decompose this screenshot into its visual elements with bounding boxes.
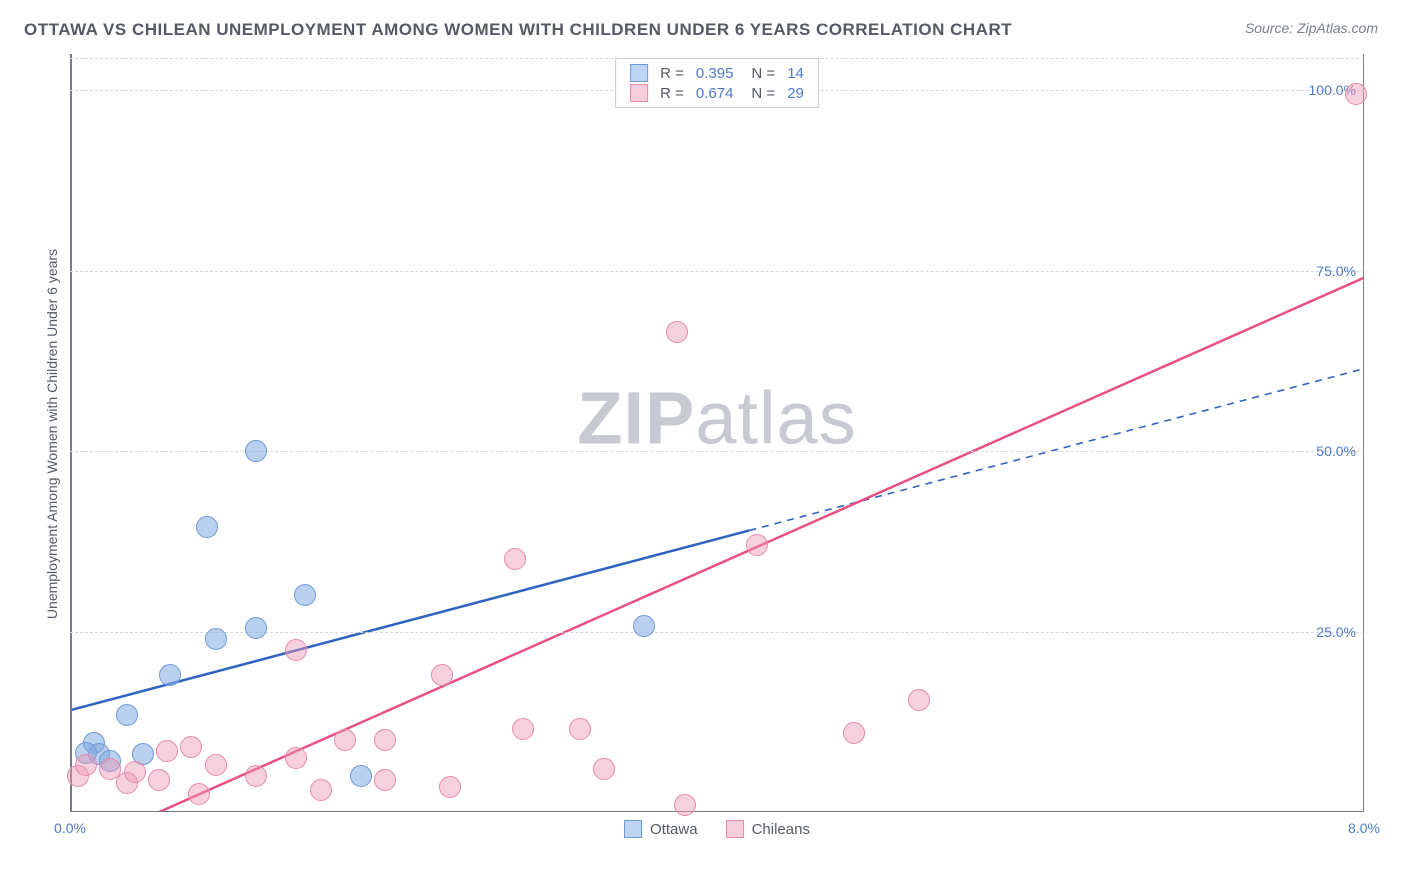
chart-title: OTTAWA VS CHILEAN UNEMPLOYMENT AMONG WOM… [24,20,1012,40]
x-axis-line [70,811,1364,813]
source-label: Source: ZipAtlas.com [1245,20,1378,36]
y-tick-label: 50.0% [1316,443,1356,459]
data-point [666,321,688,343]
data-point [1345,83,1367,105]
chart-area: Unemployment Among Women with Children U… [52,54,1380,834]
correlation-row-chileans: R = 0.674 N = 29 [630,83,804,103]
data-point [512,718,534,740]
y-axis-label: Unemployment Among Women with Children U… [44,249,60,619]
trend-line [749,364,1364,530]
series-legend: Ottawa Chileans [624,820,810,838]
stat-key-n: N = [751,85,775,102]
data-point [285,639,307,661]
stat-r-chileans: 0.674 [696,85,734,102]
data-point [245,440,267,462]
correlation-row-ottawa: R = 0.395 N = 14 [630,63,804,83]
watermark-atlas: atlas [695,376,856,459]
stat-key-r: R = [660,65,684,82]
plot-region: ZIPatlas R = 0.395 N = 14 R = [70,54,1364,812]
source-name: ZipAtlas.com [1297,20,1378,36]
x-tick-label: 8.0% [1348,820,1380,836]
chart-container: OTTAWA VS CHILEAN UNEMPLOYMENT AMONG WOM… [0,0,1406,892]
legend-swatch-ottawa [624,820,642,838]
data-point [180,736,202,758]
data-point [148,769,170,791]
data-point [350,765,372,787]
watermark: ZIPatlas [577,375,856,460]
stat-key-r: R = [660,85,684,102]
y-axis-line [70,54,72,812]
data-point [746,534,768,556]
trend-overlay [70,54,1364,812]
data-point [633,615,655,637]
data-point [439,776,461,798]
legend-label-chileans: Chileans [752,821,810,838]
data-point [431,664,453,686]
title-row: OTTAWA VS CHILEAN UNEMPLOYMENT AMONG WOM… [0,0,1406,40]
legend-swatch-chileans [726,820,744,838]
data-point [205,628,227,650]
data-point [159,664,181,686]
stat-n-ottawa: 14 [787,65,804,82]
data-point [334,729,356,751]
data-point [504,548,526,570]
data-point [75,754,97,776]
legend-label-ottawa: Ottawa [650,821,698,838]
correlation-legend: R = 0.395 N = 14 R = 0.674 N = 29 [615,58,819,108]
legend-item-chileans: Chileans [726,820,810,838]
data-point [196,516,218,538]
data-point [674,794,696,816]
data-point [374,769,396,791]
data-point [156,740,178,762]
legend-item-ottawa: Ottawa [624,820,698,838]
data-point [593,758,615,780]
trend-line [127,271,1364,812]
data-point [245,617,267,639]
data-point [908,689,930,711]
watermark-zip: ZIP [577,376,695,459]
data-point [374,729,396,751]
grid-line [70,271,1364,272]
data-point [245,765,267,787]
swatch-chileans [630,84,648,102]
data-point [285,747,307,769]
swatch-ottawa [630,64,648,82]
data-point [205,754,227,776]
x-tick-label: 0.0% [54,820,86,836]
y-tick-label: 75.0% [1316,263,1356,279]
data-point [569,718,591,740]
y-tick-label: 25.0% [1316,624,1356,640]
data-point [294,584,316,606]
stat-n-chileans: 29 [787,85,804,102]
data-point [116,704,138,726]
stat-r-ottawa: 0.395 [696,65,734,82]
y-axis-line-right [1363,54,1365,812]
data-point [310,779,332,801]
source-prefix: Source: [1245,20,1297,36]
data-point [124,761,146,783]
stat-key-n: N = [751,65,775,82]
data-point [843,722,865,744]
data-point [188,783,210,805]
